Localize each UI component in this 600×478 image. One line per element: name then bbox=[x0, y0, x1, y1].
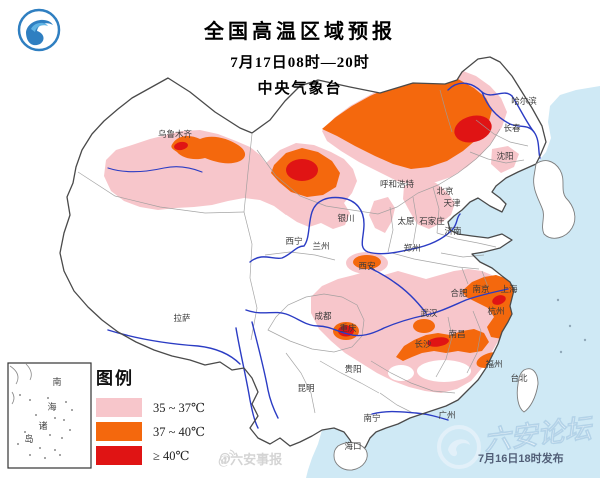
legend-swatch bbox=[96, 398, 142, 417]
city-label: 南京 bbox=[472, 284, 489, 294]
page-title: 全国高温区域预报 bbox=[204, 21, 396, 43]
city-label: 哈尔滨 bbox=[511, 96, 537, 106]
korea-peninsula bbox=[533, 160, 576, 239]
inset-label-char: 岛 bbox=[24, 433, 33, 444]
city-label: 呼和浩特 bbox=[380, 179, 415, 189]
city-label: 乌鲁木齐 bbox=[158, 129, 193, 139]
city-label: 武汉 bbox=[420, 308, 438, 318]
legend-rows: 35 ~ 37℃ 37 ~ 40℃ ≥ 40℃ bbox=[96, 398, 205, 465]
city-label: 天津 bbox=[443, 198, 461, 208]
city-label: 广州 bbox=[438, 410, 455, 420]
weather-service-logo bbox=[17, 8, 61, 52]
weibo-watermark: @六安事报 bbox=[218, 449, 282, 468]
zone-gaps bbox=[388, 360, 471, 382]
weibo-watermark-text: @六安事报 bbox=[218, 452, 283, 467]
city-label: 银川 bbox=[337, 213, 354, 223]
city-label: 福州 bbox=[485, 359, 502, 369]
publish-time-text: 7月16日18时发布 bbox=[478, 451, 564, 465]
neighbor-islands bbox=[333, 160, 576, 471]
hainan-island bbox=[333, 442, 368, 471]
city-label: 贵阳 bbox=[344, 364, 361, 374]
inset-label-char: 南 bbox=[52, 376, 61, 387]
city-label: 北京 bbox=[436, 186, 453, 196]
city-label: 长沙 bbox=[414, 339, 432, 349]
legend-swatch bbox=[96, 422, 142, 441]
legend-swatch bbox=[96, 446, 142, 465]
city-label: 拉萨 bbox=[173, 313, 191, 323]
sea-island-specks bbox=[556, 298, 587, 354]
legend-title: 图例 bbox=[96, 369, 134, 388]
inset-label-char: 海 bbox=[47, 401, 56, 412]
zone-40plus bbox=[174, 115, 506, 347]
city-label: 济南 bbox=[444, 226, 461, 236]
city-label: 上海 bbox=[500, 284, 518, 294]
weibo-icon bbox=[219, 449, 235, 464]
city-label: 成都 bbox=[314, 311, 332, 321]
title-block: 全国高温区域预报 7月17日08时—20时 中央气象台 bbox=[0, 15, 600, 98]
city-label: 兰州 bbox=[312, 241, 329, 251]
province-borders bbox=[77, 89, 529, 414]
city-label: 郑州 bbox=[403, 243, 420, 253]
legend: 图例 35 ~ 37℃ 37 ~ 40℃ ≥ 40℃ bbox=[96, 364, 205, 470]
city-label: 海口 bbox=[344, 441, 361, 451]
city-label: 长春 bbox=[503, 123, 521, 133]
city-label: 重庆 bbox=[339, 323, 357, 333]
rivers bbox=[107, 82, 541, 429]
china-outline bbox=[59, 56, 547, 453]
legend-label: 35 ~ 37℃ bbox=[153, 400, 205, 415]
city-label: 合肥 bbox=[450, 288, 468, 298]
city-label: 沈阳 bbox=[496, 151, 513, 161]
inset-label-char: 诸 bbox=[38, 421, 47, 431]
city-label: 南昌 bbox=[448, 329, 465, 339]
city-label: 杭州 bbox=[487, 306, 504, 316]
city-label: 台北 bbox=[510, 373, 528, 383]
taiwan-island bbox=[516, 368, 539, 413]
city-label: 西安 bbox=[358, 261, 375, 271]
legend-label: 37 ~ 40℃ bbox=[153, 424, 205, 439]
legend-row: 37 ~ 40℃ bbox=[96, 422, 205, 441]
city-label: 西宁 bbox=[285, 236, 302, 246]
city-label: 昆明 bbox=[297, 383, 314, 393]
city-label: 南宁 bbox=[363, 413, 380, 423]
legend-row: 35 ~ 37℃ bbox=[96, 398, 205, 417]
forecast-period: 7月17日08时—20时 bbox=[230, 55, 370, 71]
legend-label: ≥ 40℃ bbox=[153, 448, 190, 463]
agency-name: 中央气象台 bbox=[257, 81, 343, 97]
legend-row: ≥ 40℃ bbox=[96, 446, 205, 465]
city-label: 太原 bbox=[397, 216, 414, 226]
city-label: 石家庄 bbox=[419, 216, 445, 226]
